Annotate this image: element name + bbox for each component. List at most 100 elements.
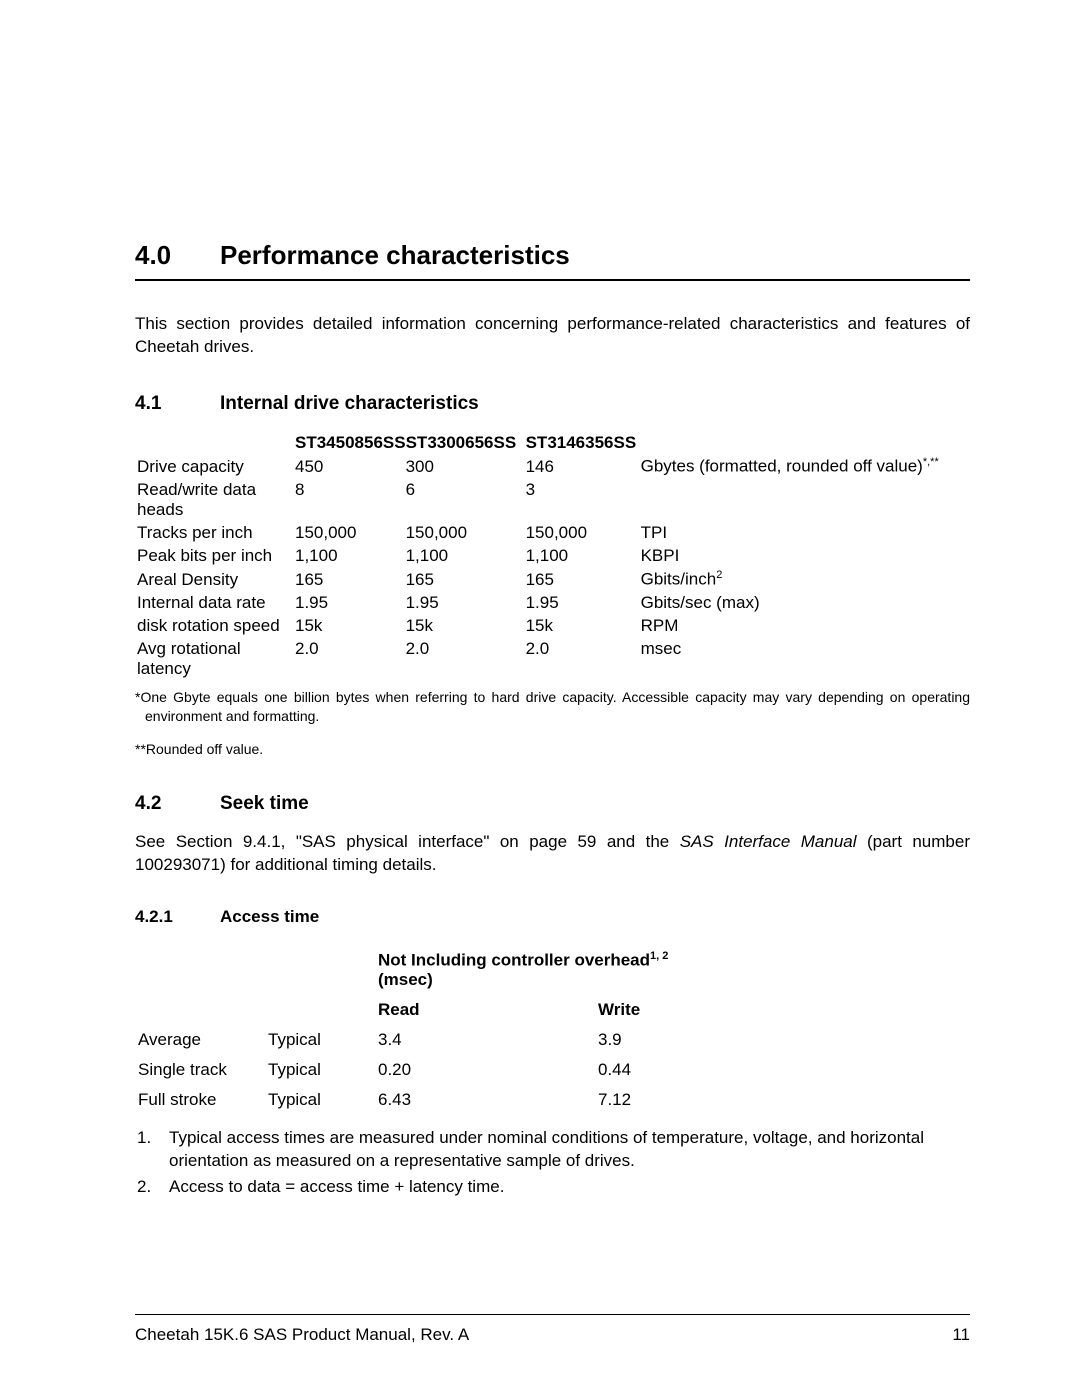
- note-number: 1.: [135, 1127, 169, 1150]
- row-unit: Gbits/inch2: [641, 568, 939, 592]
- row-value: 1,100: [295, 545, 406, 568]
- footer-rule: [135, 1314, 970, 1315]
- table-row: Read/write data heads 8 6 3: [137, 479, 939, 522]
- row-typ: Typical: [268, 1085, 378, 1115]
- footnote: *One Gbyte equals one billion bytes when…: [135, 688, 970, 726]
- row-label: Avg rotational latency: [137, 637, 295, 680]
- notes-list: 1. Typical access times are measured und…: [135, 1127, 970, 1199]
- section-number: 4.0: [135, 240, 220, 271]
- row-read: 0.20: [378, 1055, 598, 1085]
- row-unit: Gbits/sec (max): [641, 591, 939, 614]
- row-value: 1,100: [406, 545, 526, 568]
- row-value: 1.95: [406, 591, 526, 614]
- note-text: Access to data = access time + latency t…: [169, 1176, 970, 1199]
- model-header: ST3450856SS: [295, 431, 406, 455]
- row-value: 2.0: [295, 637, 406, 680]
- seek-paragraph: See Section 9.4.1, "SAS physical interfa…: [135, 831, 970, 877]
- row-value: 15k: [526, 614, 641, 637]
- table-header-row: ST3450856SS ST3300656SS ST3146356SS: [137, 431, 939, 455]
- model-header: ST3300656SS: [406, 431, 526, 455]
- subsection-number: 4.2: [135, 793, 220, 815]
- table-row: Average Typical 3.4 3.9: [138, 1025, 718, 1055]
- subsection-heading: 4.1 Internal drive characteristics: [135, 393, 970, 415]
- table-row: Peak bits per inch 1,100 1,100 1,100 KBP…: [137, 545, 939, 568]
- row-write: 0.44: [598, 1055, 718, 1085]
- model-header: ST3146356SS: [526, 431, 641, 455]
- row-read: 6.43: [378, 1085, 598, 1115]
- row-value: 15k: [295, 614, 406, 637]
- row-value: 6: [406, 479, 526, 522]
- note-item: 1. Typical access times are measured und…: [135, 1127, 970, 1173]
- row-typ: Typical: [268, 1055, 378, 1085]
- footer-page-number: 11: [952, 1325, 970, 1345]
- row-unit: RPM: [641, 614, 939, 637]
- footnote: **Rounded off value.: [135, 740, 970, 759]
- note-item: 2. Access to data = access time + latenc…: [135, 1176, 970, 1199]
- section-heading: 4.0 Performance characteristics: [135, 240, 970, 271]
- access-header: Not Including controller overhead1, 2 (m…: [378, 945, 718, 996]
- note-number: 2.: [135, 1176, 169, 1199]
- subsubsection-title: Access time: [220, 907, 319, 927]
- row-value: 150,000: [406, 522, 526, 545]
- subsection-number: 4.1: [135, 393, 220, 415]
- row-value: 2.0: [526, 637, 641, 680]
- row-unit: KBPI: [641, 545, 939, 568]
- access-time-table: Not Including controller overhead1, 2 (m…: [138, 945, 718, 1116]
- row-value: 2.0: [406, 637, 526, 680]
- table-row: Full stroke Typical 6.43 7.12: [138, 1085, 718, 1115]
- heading-rule: [135, 279, 970, 281]
- row-value: 1,100: [526, 545, 641, 568]
- row-read: 3.4: [378, 1025, 598, 1055]
- row-unit: Gbytes (formatted, rounded off value)*,*…: [641, 455, 939, 479]
- row-value: 300: [406, 455, 526, 479]
- row-value: 1.95: [295, 591, 406, 614]
- row-label: Drive capacity: [137, 455, 295, 479]
- row-value: 150,000: [526, 522, 641, 545]
- access-subheader-row: Read Write: [138, 995, 718, 1025]
- row-write: 7.12: [598, 1085, 718, 1115]
- note-text: Typical access times are measured under …: [169, 1127, 970, 1173]
- row-value: 8: [295, 479, 406, 522]
- subsubsection-number: 4.2.1: [135, 907, 220, 927]
- row-value: 15k: [406, 614, 526, 637]
- section-title: Performance characteristics: [220, 240, 570, 271]
- row-write: 3.9: [598, 1025, 718, 1055]
- table-row: disk rotation speed 15k 15k 15k RPM: [137, 614, 939, 637]
- row-unit: msec: [641, 637, 939, 680]
- row-value: 150,000: [295, 522, 406, 545]
- row-label: Internal data rate: [137, 591, 295, 614]
- row-value: 146: [526, 455, 641, 479]
- row-label: Peak bits per inch: [137, 545, 295, 568]
- row-typ: Typical: [268, 1025, 378, 1055]
- intro-paragraph: This section provides detailed informati…: [135, 313, 970, 359]
- row-value: 3: [526, 479, 641, 522]
- row-label: Single track: [138, 1055, 268, 1085]
- subsection-heading: 4.2 Seek time: [135, 793, 970, 815]
- row-label: Read/write data heads: [137, 479, 295, 522]
- table-row: Areal Density 165 165 165 Gbits/inch2: [137, 568, 939, 592]
- col-write: Write: [598, 995, 718, 1025]
- row-label: Tracks per inch: [137, 522, 295, 545]
- row-label: disk rotation speed: [137, 614, 295, 637]
- table-row: Tracks per inch 150,000 150,000 150,000 …: [137, 522, 939, 545]
- table-row: Drive capacity 450 300 146 Gbytes (forma…: [137, 455, 939, 479]
- table-row: Internal data rate 1.95 1.95 1.95 Gbits/…: [137, 591, 939, 614]
- page-content: 4.0 Performance characteristics This sec…: [0, 0, 1080, 1397]
- row-value: 450: [295, 455, 406, 479]
- row-value: 1.95: [526, 591, 641, 614]
- row-value: 165: [526, 568, 641, 592]
- row-label: Full stroke: [138, 1085, 268, 1115]
- col-read: Read: [378, 995, 598, 1025]
- internal-characteristics-table: ST3450856SS ST3300656SS ST3146356SS Driv…: [137, 431, 939, 680]
- subsection-title: Internal drive characteristics: [220, 393, 479, 415]
- subsection-title: Seek time: [220, 793, 309, 815]
- row-label: Average: [138, 1025, 268, 1055]
- subsubsection-heading: 4.2.1 Access time: [135, 907, 970, 927]
- row-unit: [641, 479, 939, 522]
- page-footer: Cheetah 15K.6 SAS Product Manual, Rev. A…: [135, 1314, 970, 1345]
- row-unit: TPI: [641, 522, 939, 545]
- row-value: 165: [406, 568, 526, 592]
- row-value: 165: [295, 568, 406, 592]
- footer-left: Cheetah 15K.6 SAS Product Manual, Rev. A: [135, 1325, 469, 1345]
- row-label: Areal Density: [137, 568, 295, 592]
